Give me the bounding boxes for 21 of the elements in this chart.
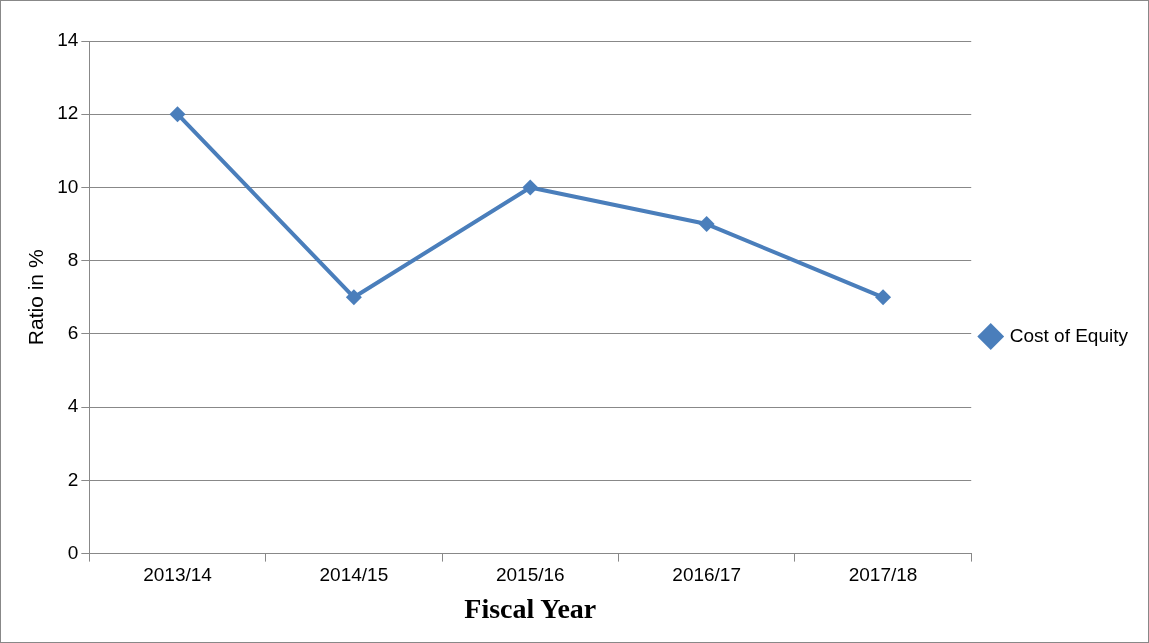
y-tick-label: 0 [67, 541, 79, 563]
y-tick-label: 2 [67, 468, 79, 490]
y-tick-label: 12 [57, 102, 79, 124]
point [345, 289, 362, 306]
y-tick-label: 4 [67, 395, 79, 417]
point [875, 289, 892, 306]
x-tick-label: 2014/15 [319, 564, 389, 586]
x-tick-label: 2015/16 [495, 564, 565, 586]
x-tick-label: 2013/14 [143, 564, 213, 586]
y-axis-title: Ratio in % [24, 249, 48, 346]
x-axis-title: Fiscal Year [464, 593, 597, 625]
legend-label: Cost of Equity [1009, 324, 1129, 346]
y-tick-label: 8 [67, 248, 79, 270]
x-tick-label: 2016/17 [672, 564, 741, 586]
y-tick-label: 14 [57, 29, 79, 51]
point [522, 179, 539, 196]
point [698, 216, 715, 233]
point [169, 106, 186, 123]
x-tick-label: 2017/18 [848, 564, 918, 586]
y-tick-label: 10 [57, 175, 79, 197]
y-tick-label: 6 [67, 322, 79, 344]
